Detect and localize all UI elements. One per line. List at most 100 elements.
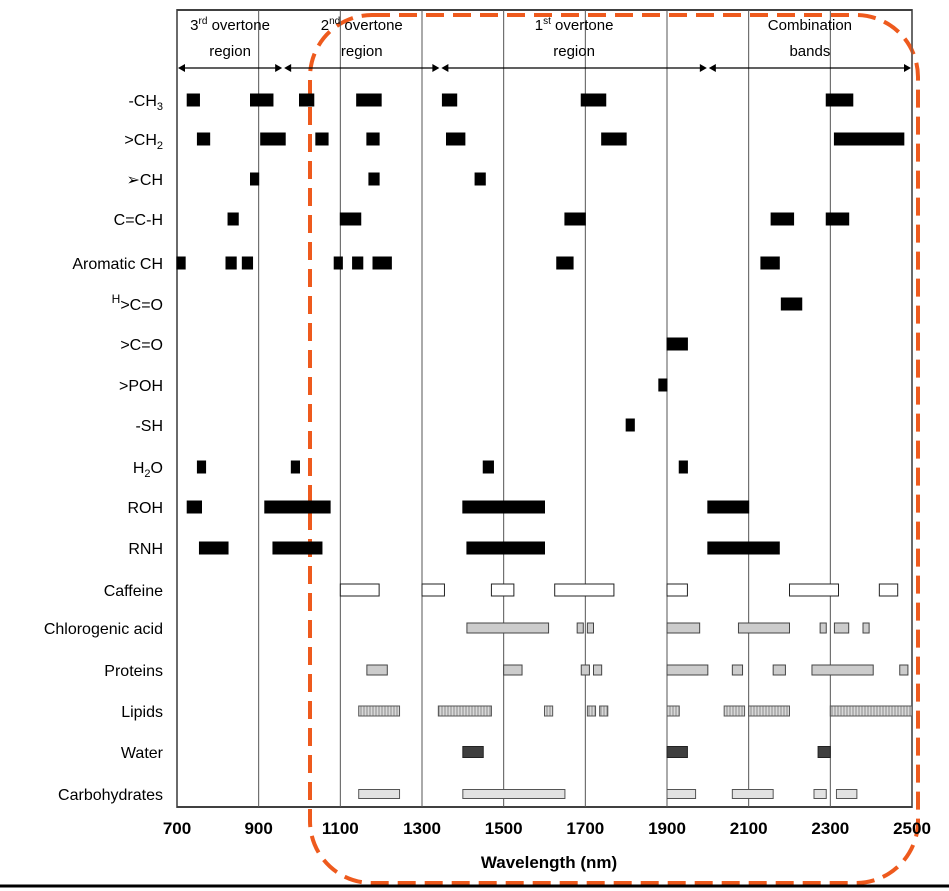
band-bar bbox=[372, 256, 392, 270]
arrow-head bbox=[275, 64, 283, 72]
row-label: Chlorogenic acid bbox=[44, 621, 163, 638]
region-label: Combination bbox=[768, 17, 852, 34]
band-bar bbox=[658, 378, 668, 392]
x-axis-label: Wavelength (nm) bbox=[481, 853, 617, 872]
row-label: RNH bbox=[128, 541, 163, 558]
arrow-head bbox=[708, 64, 716, 72]
highlight-box bbox=[308, 13, 920, 885]
region-label-line2: region bbox=[209, 43, 251, 60]
region-label-line2: region bbox=[553, 43, 595, 60]
row-label: Aromatic CH bbox=[72, 256, 163, 273]
band-bar bbox=[446, 132, 466, 146]
arrow-head bbox=[284, 64, 292, 72]
band-bar bbox=[462, 500, 546, 514]
x-tick-labels: 700 900 1100 1300 1500 1700 1900 2100 2300 2500 bbox=[163, 819, 931, 838]
band-bar bbox=[825, 212, 850, 226]
band-bar bbox=[833, 132, 905, 146]
band-bar bbox=[462, 789, 566, 799]
band-bar bbox=[176, 256, 186, 270]
band-bar bbox=[564, 212, 586, 226]
band-bar bbox=[707, 541, 780, 555]
band-bar bbox=[358, 705, 401, 717]
band-bar bbox=[678, 460, 688, 474]
band-bar bbox=[666, 746, 688, 758]
region-label-line2: bands bbox=[789, 43, 830, 60]
band-bar bbox=[260, 132, 286, 146]
band-bar bbox=[601, 132, 627, 146]
band-bar bbox=[760, 256, 780, 270]
row-label: ➢CH bbox=[126, 172, 163, 189]
arrow-head bbox=[441, 64, 449, 72]
band-bar bbox=[272, 541, 323, 555]
band-bar bbox=[225, 256, 237, 270]
band-bar bbox=[366, 132, 380, 146]
band-bar bbox=[299, 93, 315, 107]
band-bar bbox=[490, 583, 515, 597]
band-bars bbox=[176, 93, 913, 799]
plot-frame bbox=[176, 9, 913, 808]
row-label: Caffeine bbox=[104, 583, 163, 600]
row-label: >C=O bbox=[120, 337, 163, 354]
band-bar bbox=[748, 705, 791, 717]
band-bar bbox=[833, 622, 850, 634]
band-bar bbox=[580, 664, 590, 676]
band-bar bbox=[666, 789, 697, 799]
band-bar bbox=[666, 705, 680, 717]
band-bar bbox=[586, 622, 594, 634]
band-bar bbox=[356, 93, 382, 107]
band-bar bbox=[899, 664, 909, 676]
band-bar bbox=[241, 256, 254, 270]
row-label: H2O bbox=[133, 460, 163, 480]
row-label: Water bbox=[121, 745, 164, 762]
band-bar bbox=[333, 256, 343, 270]
region-label: 1st overtone bbox=[535, 16, 614, 34]
band-bar bbox=[186, 500, 202, 514]
band-bar bbox=[723, 705, 746, 717]
band-bar bbox=[731, 789, 774, 799]
row-label: Proteins bbox=[104, 663, 163, 680]
row-label: H>C=O bbox=[112, 292, 163, 314]
x-tick-label: 1700 bbox=[566, 819, 604, 838]
row-label: >CH2 bbox=[124, 132, 163, 152]
arrow-head bbox=[699, 64, 707, 72]
band-bar bbox=[811, 664, 874, 676]
band-bar bbox=[544, 705, 554, 717]
band-bar bbox=[707, 500, 750, 514]
band-bar bbox=[576, 622, 584, 634]
band-bar bbox=[825, 93, 854, 107]
band-bar bbox=[196, 460, 207, 474]
band-bar bbox=[599, 705, 609, 717]
band-bar bbox=[819, 622, 827, 634]
band-bar bbox=[482, 460, 494, 474]
band-bar bbox=[462, 746, 484, 758]
band-bar bbox=[772, 664, 786, 676]
band-bar bbox=[625, 418, 635, 432]
band-bar bbox=[770, 212, 795, 226]
band-bar bbox=[835, 789, 858, 799]
band-bar bbox=[196, 132, 211, 146]
band-bar bbox=[466, 622, 550, 634]
arrow-head bbox=[432, 64, 440, 72]
row-labels: -CH3 >CH2 ➢CH C=C-H Aromatic CH H>C=O >C=O >POH… bbox=[44, 93, 164, 804]
row-label: -SH bbox=[135, 418, 163, 435]
band-bar bbox=[466, 541, 545, 555]
region-label: 3rd overtone bbox=[190, 16, 270, 34]
x-tick-label: 2100 bbox=[730, 819, 768, 838]
band-bar bbox=[737, 622, 790, 634]
band-bar bbox=[556, 256, 574, 270]
band-bar bbox=[503, 664, 523, 676]
region-label: 2nd overtone bbox=[321, 16, 403, 34]
band-bar bbox=[586, 705, 597, 717]
x-tick-label: 1900 bbox=[648, 819, 686, 838]
band-bar bbox=[186, 93, 200, 107]
band-bar bbox=[250, 172, 260, 186]
band-bar bbox=[666, 622, 701, 634]
x-tick-label: 1500 bbox=[485, 819, 523, 838]
arrow-head bbox=[904, 64, 911, 72]
band-bar bbox=[227, 212, 239, 226]
band-bar bbox=[358, 789, 401, 799]
band-bar bbox=[352, 256, 364, 270]
band-bar bbox=[862, 622, 870, 634]
x-tick-label: 2500 bbox=[893, 819, 931, 838]
